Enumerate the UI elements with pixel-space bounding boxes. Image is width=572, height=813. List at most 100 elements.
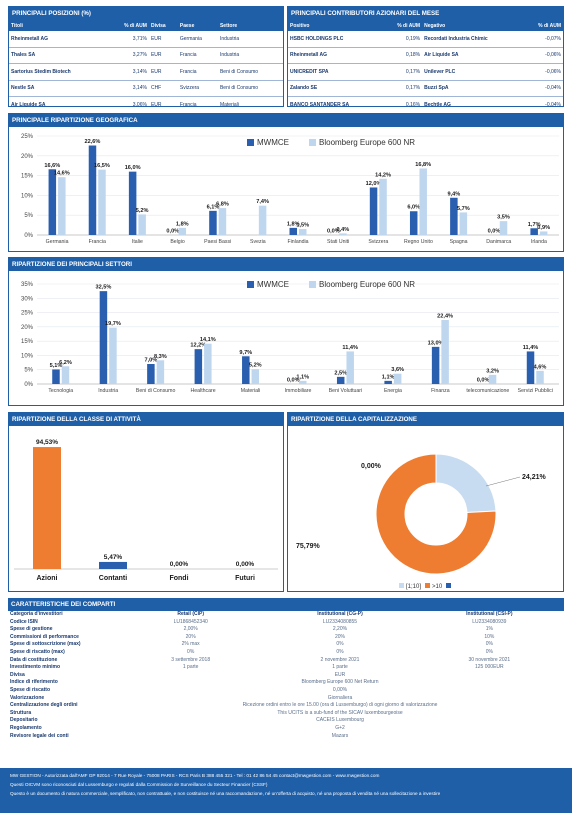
bar-benchmark <box>218 208 227 235</box>
carac-row: Regolamento G+2 <box>8 725 564 733</box>
y-tick-label: 5% <box>24 213 33 219</box>
carac-value: EUR <box>334 671 346 678</box>
data-label: 12,2% <box>190 343 206 349</box>
carac-label: Valorizzazione <box>10 694 45 701</box>
data-label: 9,4% <box>447 191 460 197</box>
table-cell: BANCO SANTANDER SA <box>288 96 383 114</box>
data-label: 16,5% <box>94 163 110 169</box>
table-cell: 0,17% <box>382 80 423 97</box>
data-label: 5,2% <box>249 363 262 369</box>
legend-label: [1;10] <box>406 584 421 590</box>
table-row: Rheinmetall AG 0,18% Air Liquide SA -0,06% <box>288 47 563 64</box>
legend-label-fund: MWMCE <box>257 280 289 289</box>
table-cell: Nestle SA <box>9 80 108 97</box>
footer-line1: MW GESTION - Autorizzata dall'AMF GP 920… <box>10 773 380 778</box>
asset-bar <box>33 447 61 569</box>
cap-label: 75,79% <box>296 543 321 550</box>
bar-benchmark <box>58 177 66 235</box>
carac-value: LU1868452340 <box>173 618 208 625</box>
table-cell: Air Liquide SA <box>422 47 523 64</box>
carac-row: Commissioni di performance 20% 20% 10% <box>8 634 564 642</box>
bar-fund <box>431 346 440 384</box>
y-tick-label: 0% <box>24 233 33 239</box>
bar-benchmark <box>536 370 544 384</box>
table-cell: Recordati Industria Chimic <box>422 31 523 48</box>
data-label: 0,0% <box>287 378 300 384</box>
carac-value: 1 parte <box>332 664 348 671</box>
table-cell: Buzzi SpA <box>422 80 523 97</box>
table-header: % di AUM <box>382 20 423 31</box>
sector-title: RIPARTIZIONE DEI PRINCIPALI SETTORI <box>9 258 563 271</box>
x-tick-label: Energia <box>384 388 402 394</box>
contributors-title: PRINCIPALI CONTRIBUTORI AZIONARI DEL MES… <box>288 7 563 20</box>
asset-value-label: 5,47% <box>104 554 123 561</box>
x-tick-label: Finlandia <box>287 239 308 245</box>
table-cell: -0,06% <box>522 47 563 64</box>
carac-label: Investimento minimo <box>10 664 61 671</box>
data-label: 0,0% <box>477 378 490 384</box>
table-cell: EUR <box>148 47 178 64</box>
data-label: 0,0% <box>166 229 179 235</box>
carac-row: Spese di riscatto (max) 0% 0% 0% <box>8 649 564 657</box>
carac-value: This UCITS is a sub-fund of the SICAV lu… <box>277 709 403 716</box>
table-cell: 0,18% <box>382 47 423 64</box>
data-label: 14,2% <box>375 172 391 178</box>
x-tick-label: Beni Voluttuari <box>329 388 362 394</box>
data-label: 4,6% <box>534 364 547 370</box>
table-header: Negativo <box>422 20 523 31</box>
table-cell: Materiali <box>217 96 283 114</box>
carac-value: CACEIS Luxembourg <box>316 717 364 724</box>
carac-row: Centralizzazione degli ordini Ricezione o… <box>8 702 564 710</box>
y-tick-label: 5% <box>24 368 33 374</box>
bar-benchmark <box>339 233 347 235</box>
bar-benchmark <box>258 205 267 235</box>
donut-slice <box>375 453 497 575</box>
footer-line3: Questo è un documento di natura commerci… <box>10 791 441 796</box>
carac-value: G+2 <box>335 724 345 731</box>
data-label: 6,1% <box>207 204 220 210</box>
data-label: 5,7% <box>457 206 470 212</box>
y-tick-label: 20% <box>21 325 34 331</box>
carac-value: Ricezione ordini entro le ore 15.00 (ora… <box>242 702 438 709</box>
table-cell: 3,14% <box>107 63 149 81</box>
table-header: Titoli <box>9 20 108 31</box>
data-label: 11,4% <box>342 345 358 351</box>
carac-label: Spese di riscatto <box>10 686 51 693</box>
y-tick-label: 15% <box>21 339 34 345</box>
data-label: 7,4% <box>256 199 269 205</box>
table-cell: Rheinmetall AG <box>288 47 383 64</box>
data-label: 16,6% <box>44 163 60 169</box>
table-cell: 0,19% <box>382 31 423 48</box>
bar-fund <box>147 364 155 384</box>
bar-fund <box>99 291 108 384</box>
bar-benchmark <box>346 351 354 384</box>
bar-fund <box>530 228 538 235</box>
table-cell: -0,07% <box>522 31 563 48</box>
bar-benchmark <box>204 343 212 384</box>
table-cell: CHF <box>148 80 178 97</box>
carac-value: Mazars <box>331 732 349 739</box>
table-cell: 3,71% <box>107 31 149 48</box>
table-cell: Germania <box>177 31 218 48</box>
carac-label: Codice ISIN <box>10 618 38 625</box>
assets-title: RIPARTIZIONE DELLA CLASSE DI ATTIVITÀ <box>9 413 283 426</box>
asset-value-label: 0,00% <box>236 561 255 568</box>
table-row: Thales SA 3,27% EUR Francia Industria <box>9 47 283 64</box>
table-cell: UNICREDIT SPA <box>288 63 383 81</box>
bar-benchmark <box>441 320 449 384</box>
positions-table: Titoli% di AUM Divisa Paese Settore Rheinmet… <box>9 20 283 114</box>
cap-title: RIPARTIZIONE DELLA CAPITALIZZAZIONE <box>288 413 563 426</box>
bar-fund <box>336 376 345 384</box>
data-label: 14,1% <box>200 337 216 343</box>
table-row: BANCO SANTANDER SA 0,16% Bechtle AG -0,04% <box>288 96 563 114</box>
carac-value: 0% <box>336 648 344 655</box>
bar-fund <box>88 145 97 235</box>
carac-row: Codice ISIN LU1868452340 LU2334080855 LU233… <box>8 619 564 627</box>
table-cell: EUR <box>148 96 178 114</box>
bar-benchmark <box>109 327 117 384</box>
data-label: 5,2% <box>136 208 149 214</box>
data-label: 1,7% <box>528 222 541 228</box>
legend-label-fund: MWMCE <box>257 138 289 147</box>
bar-benchmark <box>61 366 70 384</box>
sector-chart: 0% 5% 10% 15% 20% 25% 30% 35% 5,1%6,2% Tecnologia… <box>21 280 559 394</box>
